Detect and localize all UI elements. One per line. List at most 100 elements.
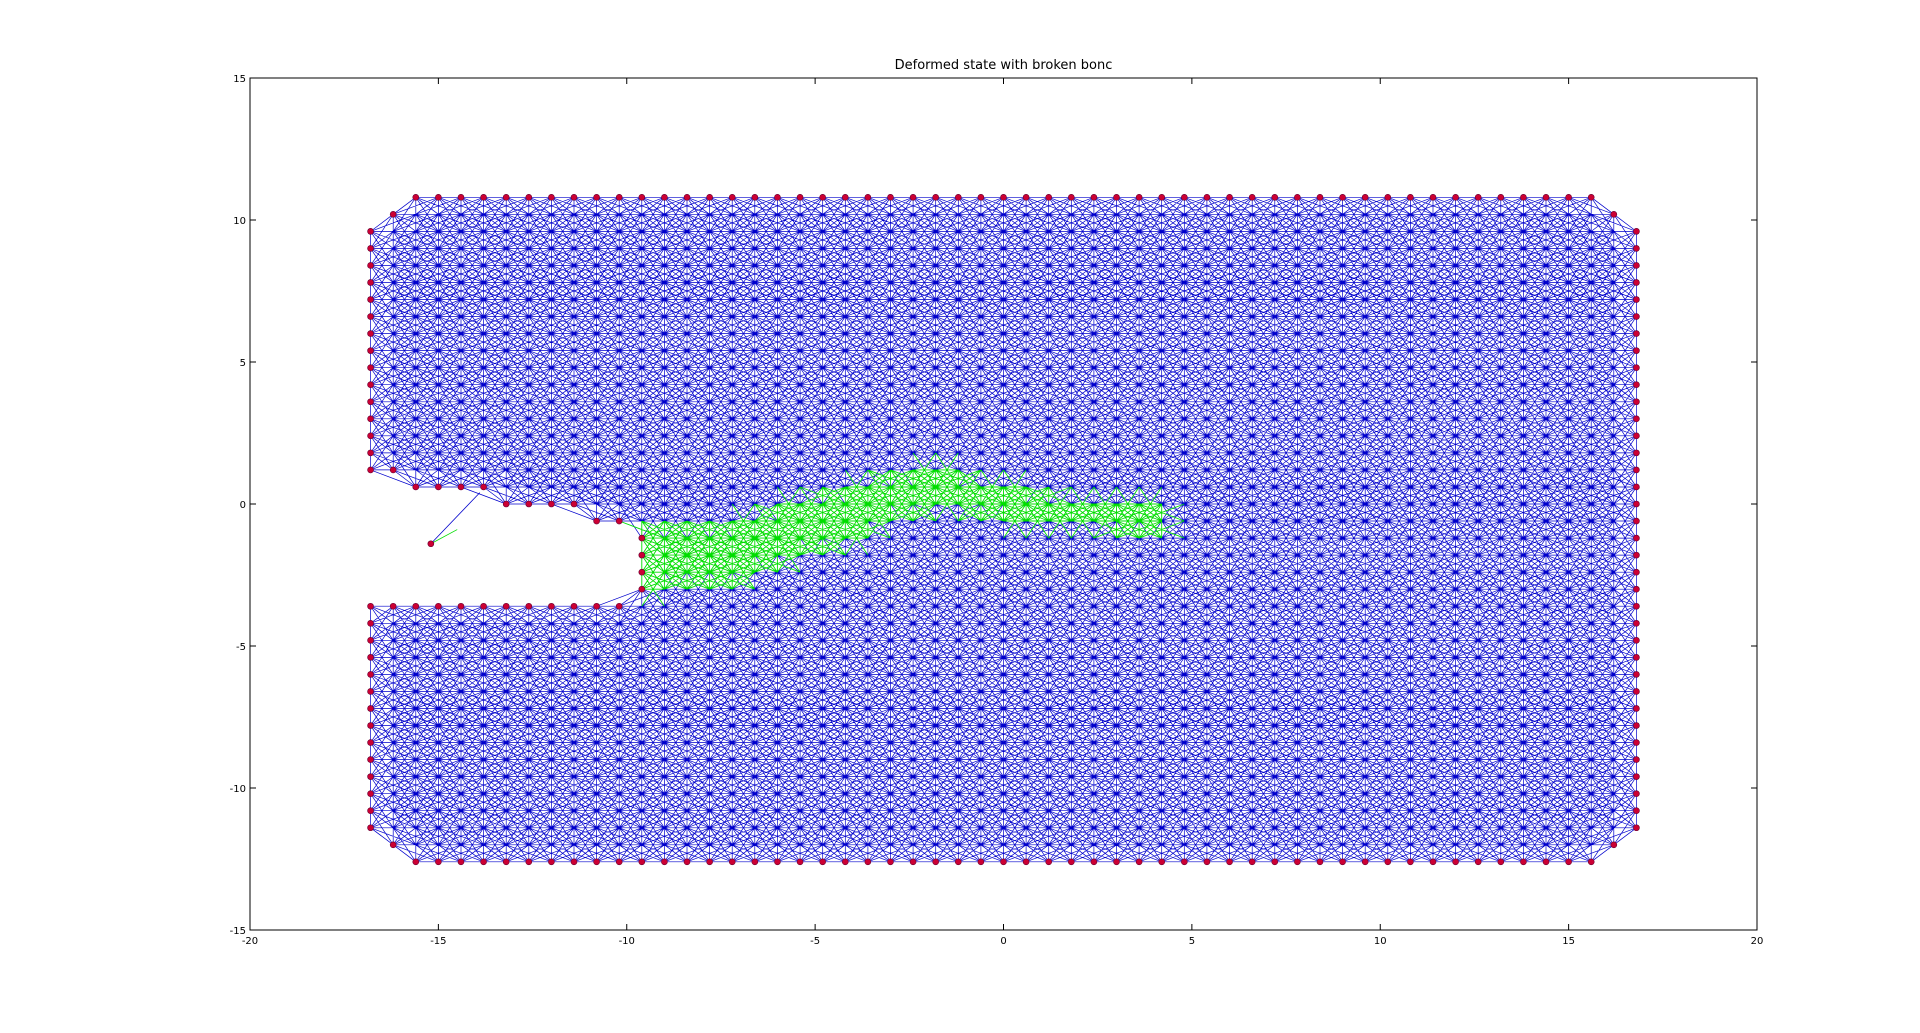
boundary-node-18 <box>367 398 374 406</box>
boundary-node-39 <box>435 483 442 491</box>
boundary-node-189 <box>1633 415 1640 423</box>
boundary-node-140 <box>1339 193 1346 201</box>
boundary-node-93 <box>819 858 826 866</box>
boundary-node-82 <box>683 193 691 201</box>
x-tick-label-0: -20 <box>242 936 258 947</box>
boundary-node-66 <box>593 602 600 610</box>
boundary-node-149 <box>1452 858 1459 866</box>
boundary-node-88 <box>751 193 759 201</box>
x-tick-label-4: 0 <box>1000 936 1006 947</box>
boundary-node-0 <box>367 824 374 832</box>
boundary-node-31 <box>389 466 397 474</box>
boundary-node-44 <box>457 193 465 201</box>
y-tick-label-0: -15 <box>230 926 246 937</box>
boundary-node-3 <box>367 773 374 780</box>
boundary-node-157 <box>1542 858 1550 866</box>
boundary-node-175 <box>1633 654 1640 661</box>
boundary-node-134 <box>1271 193 1279 201</box>
boundary-node-5 <box>367 739 374 746</box>
boundary-node-95 <box>841 858 849 866</box>
boundary-node-83 <box>706 858 713 866</box>
boundary-node-32 <box>389 211 397 218</box>
boundary-node-170 <box>1633 739 1640 746</box>
boundary-node-64 <box>570 193 578 201</box>
boundary-node-144 <box>1384 193 1392 201</box>
y-tick-label-3: 0 <box>240 500 246 511</box>
x-tick-label-5: 5 <box>1189 936 1195 947</box>
boundary-nodes <box>367 193 1640 866</box>
boundary-node-186 <box>1633 466 1640 474</box>
boundary-node-86 <box>728 193 736 201</box>
boundary-node-121 <box>1135 858 1143 866</box>
boundary-node-10 <box>367 654 374 661</box>
boundary-node-54 <box>525 602 533 610</box>
y-tick-label-2: -5 <box>236 642 246 653</box>
boundary-node-80 <box>661 193 668 201</box>
boundary-node-198 <box>1633 262 1640 269</box>
x-tick-label-7: 15 <box>1562 936 1575 947</box>
boundary-node-176 <box>1633 637 1640 644</box>
boundary-node-14 <box>367 466 374 474</box>
boundary-node-73 <box>638 858 646 866</box>
intact-bond-lines <box>370 196 1637 863</box>
boundary-node-188 <box>1633 432 1640 440</box>
boundary-node-142 <box>1361 193 1369 201</box>
boundary-node-61 <box>570 858 578 866</box>
y-tick-label-4: 5 <box>240 358 246 369</box>
boundary-node-6 <box>367 722 374 729</box>
boundary-node-148 <box>1429 193 1437 201</box>
boundary-node-78 <box>638 193 646 201</box>
intact-bonds <box>370 196 1637 863</box>
boundary-node-116 <box>1068 193 1075 201</box>
boundary-node-91 <box>796 858 804 866</box>
boundary-node-168 <box>1633 773 1640 780</box>
boundary-node-145 <box>1407 858 1414 866</box>
boundary-node-38 <box>435 602 442 610</box>
boundary-node-87 <box>751 858 759 866</box>
boundary-node-119 <box>1113 858 1120 866</box>
boundary-node-124 <box>1158 193 1166 201</box>
boundary-node-89 <box>774 858 781 866</box>
boundary-node-153 <box>1497 858 1505 866</box>
boundary-node-169 <box>1633 756 1640 763</box>
boundary-node-147 <box>1429 858 1437 866</box>
boundary-node-150 <box>1452 193 1459 201</box>
boundary-node-13 <box>367 602 374 610</box>
boundary-node-40 <box>435 193 442 201</box>
boundary-node-57 <box>548 858 555 866</box>
x-tick-label-8: 20 <box>1751 936 1764 947</box>
boundary-node-77 <box>638 534 646 542</box>
boundary-node-84 <box>706 193 713 201</box>
boundary-node-181 <box>1633 551 1640 559</box>
boundary-node-200 <box>1633 228 1640 235</box>
boundary-node-43 <box>457 483 465 491</box>
boundary-node-190 <box>1633 398 1640 406</box>
boundary-node-90 <box>774 193 781 201</box>
boundary-node-104 <box>932 193 939 201</box>
boundary-node-191 <box>1633 381 1640 389</box>
boundary-node-139 <box>1339 858 1346 866</box>
boundary-node-184 <box>1633 500 1640 508</box>
boundary-node-141 <box>1361 858 1369 866</box>
boundary-node-2 <box>367 790 374 797</box>
boundary-node-7 <box>367 705 374 712</box>
boundary-node-172 <box>1633 705 1640 712</box>
boundary-node-29 <box>389 841 397 849</box>
boundary-node-50 <box>502 602 510 610</box>
boundary-node-62 <box>570 602 578 610</box>
y-tick-label-6: 15 <box>233 74 246 85</box>
boundary-node-23 <box>367 313 374 320</box>
x-tick-label-3: -5 <box>810 936 820 947</box>
boundary-node-187 <box>1633 449 1640 457</box>
boundary-node-30 <box>389 602 397 610</box>
boundary-node-69 <box>615 858 623 866</box>
boundary-node-118 <box>1090 193 1098 201</box>
boundary-node-109 <box>1000 858 1007 866</box>
boundary-node-101 <box>909 858 917 866</box>
boundary-node-102 <box>909 193 917 201</box>
boundary-node-158 <box>1542 193 1550 201</box>
boundary-node-19 <box>367 381 374 389</box>
y-tick-label-1: -10 <box>230 784 246 795</box>
boundary-node-152 <box>1474 193 1482 201</box>
